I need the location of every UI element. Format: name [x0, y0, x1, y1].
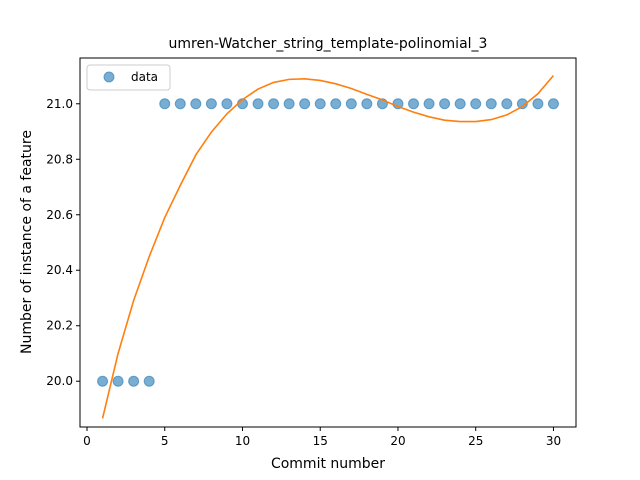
- y-tick-label: 20.2: [46, 319, 73, 333]
- y-tick-label: 20.0: [46, 374, 73, 388]
- y-axis-ticks: 20.0 20.2 20.4 20.6 20.8 21.0: [46, 97, 80, 388]
- x-axis-label: Commit number: [271, 456, 385, 472]
- data-point: [299, 98, 311, 110]
- x-axis-ticks: 0 5 10 15 20 25 30: [83, 427, 561, 448]
- data-point: [423, 98, 435, 110]
- data-point: [454, 98, 466, 110]
- legend: data: [86, 64, 171, 91]
- data-point: [439, 98, 451, 110]
- data-point: [532, 98, 544, 110]
- data-point: [205, 98, 217, 110]
- y-tick-label: 20.6: [46, 208, 73, 222]
- x-tick-label: 15: [313, 434, 328, 448]
- legend-box: [86, 64, 171, 91]
- data-point: [159, 98, 171, 110]
- data-point: [268, 98, 280, 110]
- data-point: [470, 98, 482, 110]
- data-point: [516, 98, 528, 110]
- x-tick-label: 20: [390, 434, 405, 448]
- legend-label-data: data: [131, 70, 158, 84]
- data-point: [143, 375, 155, 387]
- data-point: [128, 375, 140, 387]
- data-point: [112, 375, 124, 387]
- plot-frame: [79, 57, 577, 428]
- data-point: [345, 98, 357, 110]
- x-tick-label: 0: [83, 434, 91, 448]
- data-point: [361, 98, 373, 110]
- data-point: [314, 98, 326, 110]
- data-point: [283, 98, 295, 110]
- data-point: [174, 98, 186, 110]
- data-point: [547, 98, 559, 110]
- data-point: [97, 375, 109, 387]
- data-point: [330, 98, 342, 110]
- data-point: [221, 98, 233, 110]
- data-point: [501, 98, 513, 110]
- y-tick-label: 20.8: [46, 152, 73, 166]
- x-tick-label: 30: [546, 434, 561, 448]
- marks: [97, 74, 559, 419]
- data-point: [485, 98, 497, 110]
- x-tick-label: 25: [468, 434, 483, 448]
- y-axis-label: Number of instance of a feature: [19, 130, 35, 354]
- x-tick-label: 5: [161, 434, 169, 448]
- legend-marker-data: [103, 71, 115, 83]
- y-tick-label: 21.0: [46, 97, 73, 111]
- data-point: [408, 98, 420, 110]
- fit-line: [101, 74, 555, 419]
- data-point: [190, 98, 202, 110]
- data-point: [252, 98, 264, 110]
- chart-title: umren-Watcher_string_template-polinomial…: [169, 36, 488, 52]
- x-tick-label: 10: [235, 434, 250, 448]
- y-tick-label: 20.4: [46, 263, 73, 277]
